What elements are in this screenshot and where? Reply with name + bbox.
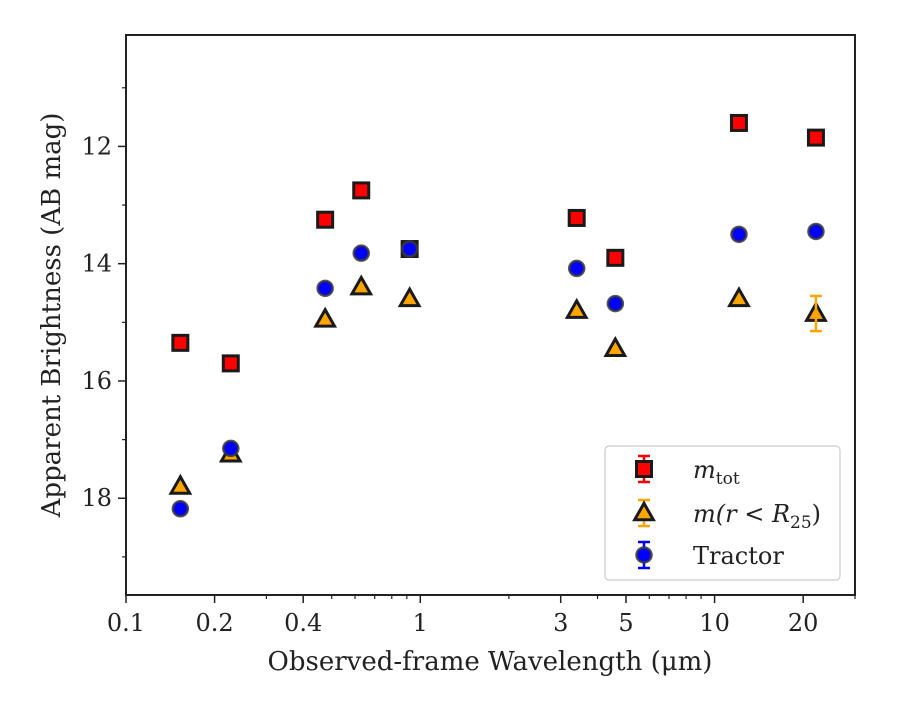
- x-tick-label: 5: [618, 609, 633, 637]
- legend-marker: [635, 460, 653, 478]
- ticks-layer: 0.1 0.2 0.4 1 3 5 10 20 12 14 16 18: [81, 87, 856, 637]
- y-tick-label: 18: [81, 484, 112, 512]
- x-tick-label: 10: [699, 609, 730, 637]
- plot-frame: [125, 34, 856, 596]
- legend-box: [604, 445, 841, 581]
- legend-marker: [635, 546, 653, 564]
- x-tick-label: 0.1: [107, 609, 145, 637]
- x-tick-label: 0.2: [196, 609, 234, 637]
- legend-label: m(r < R25): [693, 500, 821, 533]
- x-axis-label: Observed-frame Wavelength (μm): [268, 647, 713, 677]
- y-tick-label: 14: [81, 250, 112, 278]
- y-tick-label: 16: [81, 367, 112, 395]
- legend-label: Tractor: [693, 542, 784, 570]
- y-tick-label: 12: [81, 132, 112, 160]
- marks-layer: [168, 113, 828, 518]
- legend-marker: [632, 500, 656, 522]
- legend-entry: m(r < R25): [632, 498, 821, 533]
- series-circle: [171, 222, 825, 518]
- series-square: [171, 113, 825, 373]
- x-tick-label: 0.4: [284, 609, 322, 637]
- legend: mtot m(r < R25) Tractor: [604, 445, 841, 581]
- legend-label: mtot: [693, 456, 740, 489]
- x-tick-label: 20: [788, 609, 819, 637]
- x-tick-label: 3: [553, 609, 568, 637]
- legend-entry: mtot: [635, 454, 740, 489]
- y-axis-label: Apparent Brightness (AB mag): [37, 113, 67, 519]
- legend-entry: Tractor: [635, 540, 784, 570]
- x-tick-label: 1: [413, 609, 428, 637]
